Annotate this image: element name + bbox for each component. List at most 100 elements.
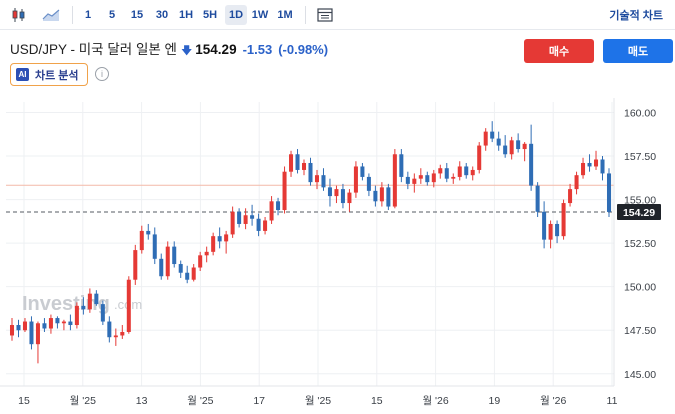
candle-up <box>431 173 436 183</box>
timeframe-1-button[interactable]: 1 <box>84 9 92 21</box>
candle-up <box>568 189 573 204</box>
candle-up <box>165 246 170 277</box>
watermark-brand: Investing <box>22 293 110 315</box>
toolbar: 1 5 15 30 1H 5H 1D 1W 1M 기술적 차트 <box>0 0 675 30</box>
y-tick-label: 160.00 <box>624 107 656 119</box>
candle-up <box>224 234 229 242</box>
candle-up <box>509 140 514 155</box>
timeframe-1d-button[interactable]: 1D <box>225 5 247 25</box>
timeframe-15-button[interactable]: 15 <box>130 9 144 21</box>
candle-up <box>139 230 144 251</box>
candle-up <box>289 154 294 172</box>
candle-up <box>48 318 53 329</box>
candle-down <box>29 321 34 345</box>
buy-button[interactable]: 매수 <box>524 39 594 63</box>
candle-down <box>107 321 112 338</box>
table-view-icon[interactable] <box>314 5 336 25</box>
timeframe-5h-button[interactable]: 5H <box>202 9 218 21</box>
instrument-name: USD/JPY - 미국 달러 일본 엔 <box>10 42 177 57</box>
y-tick-label: 147.50 <box>624 325 656 337</box>
candle-down <box>237 211 242 224</box>
candle-down <box>100 304 105 322</box>
current-price-tag <box>617 203 661 220</box>
candle-up <box>87 293 92 310</box>
candle-down <box>587 162 592 167</box>
candle-down <box>295 154 300 170</box>
candle-up <box>470 169 475 176</box>
x-axis: 15 월 '25 13 월 '25 17 월 '25 15 월 '26 19 월 '26 11 <box>0 385 618 407</box>
x-tick-label: 19 <box>489 395 501 407</box>
candle-down <box>16 325 21 331</box>
x-tick-label: 15 <box>371 395 383 407</box>
area-chart-icon[interactable] <box>40 5 62 25</box>
info-icon[interactable]: i <box>95 67 109 81</box>
candle-down <box>321 175 326 188</box>
candle-up <box>457 166 462 177</box>
candle-up <box>412 178 417 184</box>
candle-down <box>444 168 449 179</box>
candle-up <box>477 145 482 170</box>
candle-up <box>347 192 352 204</box>
candle-up <box>282 171 287 211</box>
candle-down <box>606 173 612 212</box>
candle-up <box>22 321 27 331</box>
current-price-label: 154.29 <box>623 207 655 219</box>
candlestick-chart-icon[interactable] <box>8 5 30 25</box>
candle-up <box>198 255 203 268</box>
x-tick-label: 13 <box>136 395 148 407</box>
candle-down <box>327 187 332 197</box>
candle-down <box>55 318 60 324</box>
ai-chart-analysis-label: 차트 분석 <box>35 69 79 82</box>
sell-button[interactable]: 매도 <box>603 39 673 63</box>
candle-down <box>366 176 371 191</box>
candle-down <box>308 162 313 183</box>
timeframe-1h-button[interactable]: 1H <box>178 9 194 21</box>
candle-down <box>185 272 190 280</box>
candle-down <box>535 185 540 212</box>
candle-up <box>191 267 196 280</box>
timeframe-5-button[interactable]: 5 <box>108 9 116 21</box>
down-arrow-icon: 🡇 <box>180 45 193 57</box>
price-chart[interactable]: Investing .com 160.00157.50155.00152.501… <box>0 98 675 414</box>
candle-down <box>276 201 281 211</box>
candle-up <box>334 189 339 197</box>
candle-down <box>68 321 73 326</box>
ai-chart-analysis-button[interactable]: AI 차트 분석 <box>10 63 88 86</box>
candle-up <box>548 223 553 240</box>
candle-down <box>360 166 365 177</box>
candle-up <box>353 166 358 193</box>
candle-up <box>120 331 125 336</box>
timeframe-1m-button[interactable]: 1M <box>277 9 293 21</box>
timeframe-30-button[interactable]: 30 <box>155 9 169 21</box>
candle-up <box>113 335 118 338</box>
candle-down <box>256 218 261 231</box>
timeframe-1w-button[interactable]: 1W <box>251 9 269 21</box>
candle-down <box>172 246 177 265</box>
candle-down <box>42 323 47 329</box>
candle-up <box>418 175 423 179</box>
chart-grid <box>6 102 614 386</box>
candle-down <box>516 140 521 150</box>
candle-up <box>269 201 274 221</box>
candle-up <box>74 305 79 326</box>
candle-down <box>503 145 508 155</box>
candles <box>9 121 612 364</box>
candle-up <box>392 154 397 207</box>
investing-watermark: Investing .com <box>22 293 142 315</box>
price-change-percent: (-0.98%) <box>278 42 329 57</box>
candle-up <box>301 162 307 170</box>
candle-down <box>405 176 410 184</box>
candle-down <box>340 189 345 204</box>
candle-up <box>581 162 586 176</box>
candle-down <box>555 223 560 237</box>
technical-chart-link[interactable]: 기술적 차트 <box>609 10 663 22</box>
candle-up <box>9 325 15 336</box>
candle-down <box>490 131 495 139</box>
candle-down <box>217 236 222 242</box>
y-axis: 160.00 157.50 155.00 152.50 150.00 147.50 145.… <box>613 98 661 386</box>
y-tick-label: 157.50 <box>624 151 656 163</box>
candle-down <box>386 187 391 207</box>
x-tick-label: 17 <box>253 395 265 407</box>
price-change: -1.53 <box>242 42 273 57</box>
ai-badge-icon: AI <box>16 68 29 81</box>
